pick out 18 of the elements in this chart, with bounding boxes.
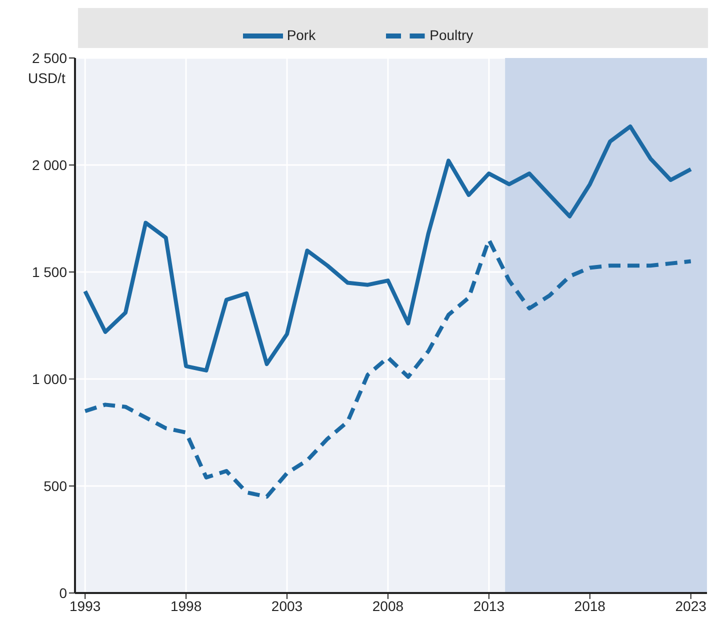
y-tick-label: 0	[59, 584, 68, 601]
y-tick-label: 2 500	[32, 50, 68, 66]
x-tick-label: 2018	[574, 598, 606, 614]
x-tick-label: 2023	[675, 598, 707, 614]
legend-label: Poultry	[430, 27, 474, 44]
y-tick-label: 1 500	[32, 264, 68, 280]
y-tick-label: 1 000	[32, 370, 68, 387]
x-tick-label: 2003	[271, 598, 303, 614]
line-series	[83, 238, 693, 499]
y-tick-label: 2 000	[32, 156, 68, 173]
y-axis-title: USD/t	[28, 70, 66, 86]
x-tick-label: 2008	[372, 598, 404, 614]
x-tick-label: 1998	[170, 598, 202, 614]
x-tick-label: 1993	[70, 598, 101, 614]
line-series	[83, 124, 693, 372]
x-tick-label: 2013	[473, 598, 505, 614]
legend-label: Pork	[286, 27, 316, 44]
y-tick-label: 500	[44, 478, 68, 494]
